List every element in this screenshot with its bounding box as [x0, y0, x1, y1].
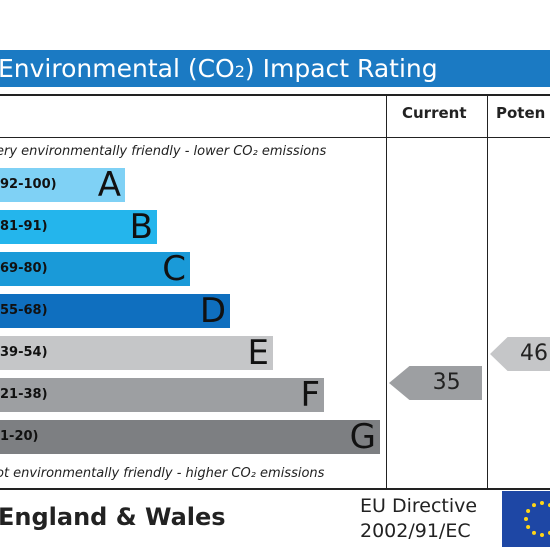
- band-range: 1-20): [0, 429, 39, 444]
- eu-stars: [524, 501, 550, 537]
- star-icon: [540, 533, 544, 537]
- band-letter: D: [199, 291, 226, 331]
- divider-left: [386, 94, 387, 490]
- bottom-note: ot environmentally friendly - higher CO₂…: [0, 466, 325, 481]
- header-bottom-line: [0, 137, 550, 138]
- band-c: 69-80) C: [0, 249, 190, 289]
- band-letter: G: [349, 417, 376, 457]
- potential-rating-value: 46: [520, 341, 548, 366]
- band-e: 39-54) E: [0, 333, 273, 373]
- band-g: 1-20) G: [0, 417, 380, 457]
- top-note: ery environmentally friendly - lower CO₂…: [0, 144, 327, 159]
- title-bar: Environmental (CO2) Impact Rating: [0, 50, 550, 87]
- band-d: 55-68) D: [0, 291, 230, 331]
- star-icon: [526, 525, 531, 529]
- band-letter: E: [247, 333, 269, 373]
- star-icon: [526, 509, 531, 513]
- star-icon: [524, 517, 528, 521]
- divider-right: [487, 94, 488, 490]
- band-b: 81-91) B: [0, 207, 157, 247]
- band-letter: B: [129, 207, 153, 247]
- directive-line2: 2002/91/EC: [360, 520, 471, 542]
- band-letter: F: [300, 375, 320, 415]
- star-icon: [532, 530, 536, 535]
- current-rating-arrow: 35: [389, 366, 482, 400]
- potential-rating-arrow: 46: [490, 337, 550, 371]
- band-range: 81-91): [0, 219, 48, 234]
- current-column-header: Current: [402, 104, 467, 122]
- directive-line1: EU Directive: [360, 495, 478, 517]
- band-range: 69-80): [0, 261, 48, 276]
- current-rating-value: 35: [432, 370, 461, 395]
- band-range: 21-38): [0, 387, 48, 402]
- eu-flag-icon: [502, 491, 550, 547]
- band-range: 39-54): [0, 345, 48, 360]
- band-range: 55-68): [0, 303, 48, 318]
- band-a: 92-100) A: [0, 165, 125, 205]
- band-letter: A: [97, 165, 121, 205]
- star-icon: [540, 501, 544, 505]
- star-icon: [532, 503, 536, 508]
- potential-column-header: Poten: [496, 104, 546, 122]
- frame-bottom-line: [0, 488, 550, 490]
- band-range: 92-100): [0, 177, 57, 192]
- chart-title: Environmental (CO2) Impact Rating: [0, 54, 438, 83]
- frame-top-line: [0, 94, 550, 96]
- band-letter: C: [162, 249, 186, 289]
- country-label: England & Wales: [0, 503, 226, 531]
- band-f: 21-38) F: [0, 375, 324, 415]
